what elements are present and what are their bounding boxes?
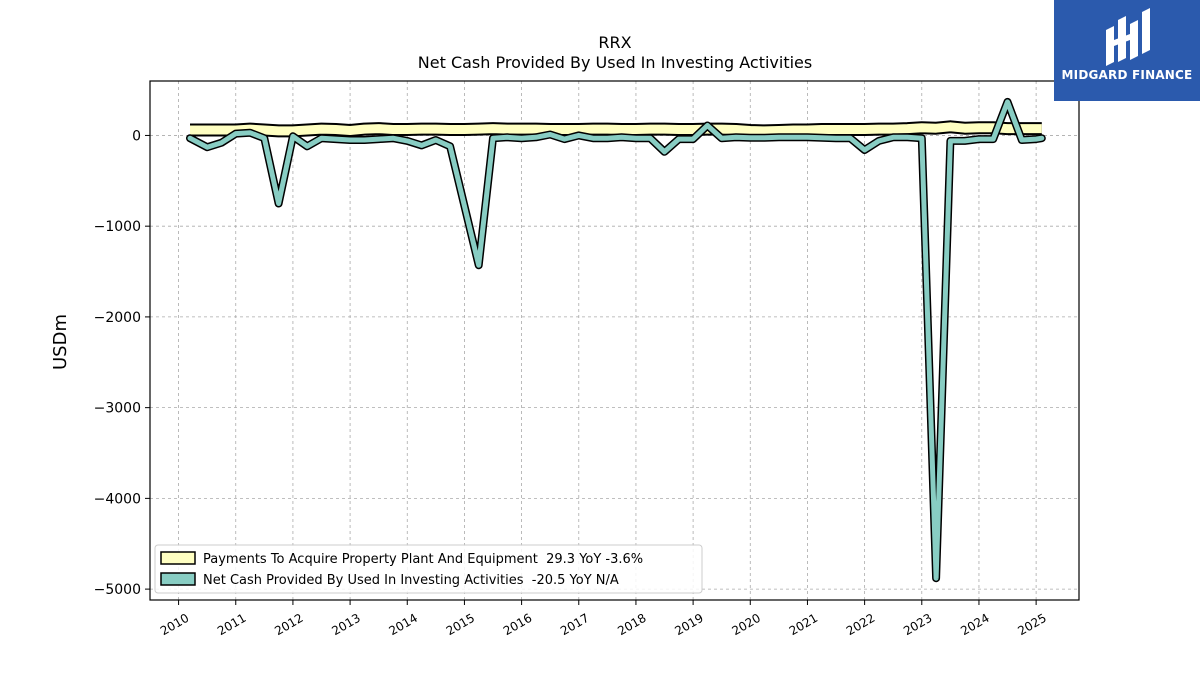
y-axis-label: USDm: [50, 314, 71, 370]
y-tick-label: −5000: [94, 582, 141, 598]
x-tick-label: 2023: [901, 611, 934, 638]
series-layer: [186, 97, 1046, 583]
chart-title: RRX: [598, 33, 631, 52]
x-tick-label: 2013: [329, 611, 362, 638]
series-investing-outline: [186, 97, 1046, 583]
legend-swatch-capex: [160, 551, 196, 565]
y-tick-label: −3000: [94, 401, 141, 417]
y-tick-label: −2000: [94, 310, 141, 326]
legend-swatch-investing: [160, 572, 196, 586]
x-tick-label: 2021: [787, 611, 820, 638]
legend: Payments To Acquire Property Plant And E…: [154, 544, 703, 594]
x-tick-label: 2016: [501, 611, 534, 638]
x-tick-label: 2020: [730, 611, 763, 638]
x-tick-label: 2015: [444, 611, 477, 638]
x-tick-label: 2014: [387, 611, 420, 638]
y-tick-label: 0: [132, 128, 141, 144]
y-tick-label: −1000: [94, 219, 141, 235]
x-tick-label: 2019: [672, 611, 705, 638]
x-tick-label: 2025: [1015, 611, 1048, 638]
series-capex-line: [190, 122, 1042, 136]
x-tick-label: 2011: [215, 611, 248, 638]
legend-label-investing: Net Cash Provided By Used In Investing A…: [203, 573, 619, 588]
midgard-logo-icon: [1106, 8, 1150, 66]
x-tick-label: 2022: [844, 611, 877, 638]
x-axis: 2010 2011 2012 2013 2014 2015 2016 2017 2018 2019…: [158, 600, 1049, 638]
legend-label-capex: Payments To Acquire Property Plant And E…: [203, 552, 643, 567]
legend-box: [154, 544, 703, 594]
x-tick-label: 2018: [615, 611, 648, 638]
x-tick-label: 2017: [558, 611, 591, 638]
series-investing-line: [187, 99, 1045, 581]
x-tick-label: 2010: [158, 611, 191, 638]
plot-frame: [149, 80, 1080, 601]
y-axis: 0 −1000 −2000 −3000 −4000 −5000: [94, 128, 150, 598]
brand-logo: MIDGARD FINANCE: [1054, 0, 1200, 101]
chart-subtitle: Net Cash Provided By Used In Investing A…: [418, 53, 812, 72]
y-tick-label: −4000: [94, 491, 141, 507]
x-tick-label: 2024: [958, 611, 991, 638]
logo-text: MIDGARD FINANCE: [1061, 68, 1193, 82]
x-tick-label: 2012: [272, 611, 305, 638]
